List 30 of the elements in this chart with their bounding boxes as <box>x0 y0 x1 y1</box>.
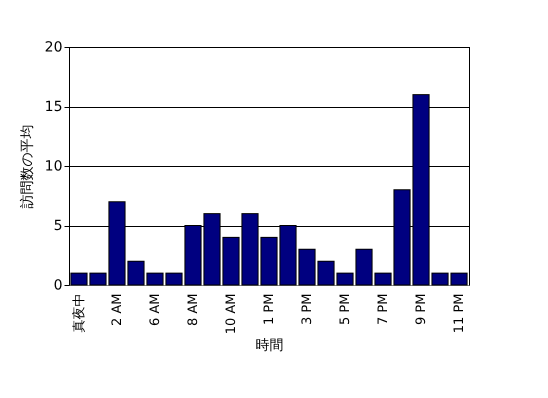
x-tick-label: 2 AM <box>110 294 125 326</box>
y-tick-label: 0 <box>54 278 62 294</box>
bar <box>127 260 145 286</box>
x-tick-label: 9 PM <box>414 294 430 325</box>
bar <box>336 272 354 286</box>
y-tick-label: 5 <box>54 218 62 234</box>
x-tick-label: 6 AM <box>148 294 163 326</box>
y-tick-label: 20 <box>44 40 62 56</box>
x-tick-label: 11 PM <box>452 294 468 334</box>
x-tick-label: 5 PM <box>338 294 354 325</box>
x-tick-label: 1 PM <box>262 294 277 325</box>
y-tick-label: 10 <box>44 158 62 174</box>
bar <box>355 248 373 286</box>
bar <box>431 272 449 286</box>
bar <box>146 272 164 286</box>
bar <box>165 272 183 286</box>
y-axis-title: 訪問数の平均 <box>20 124 36 208</box>
x-tick-label: 7 PM <box>376 294 392 325</box>
y-tick-label: 15 <box>44 99 62 115</box>
bar <box>374 272 392 286</box>
x-tick-label: 8 AM <box>186 294 201 326</box>
bar <box>89 272 107 286</box>
x-tick-label: 10 AM <box>224 294 239 334</box>
bar <box>260 236 278 286</box>
bar <box>317 260 335 286</box>
x-axis-title: 時間 <box>256 337 284 354</box>
x-tick-label: 3 PM <box>300 294 316 325</box>
bar <box>298 248 316 286</box>
bar <box>222 236 240 286</box>
x-tick-label: 真夜中 <box>70 294 87 332</box>
